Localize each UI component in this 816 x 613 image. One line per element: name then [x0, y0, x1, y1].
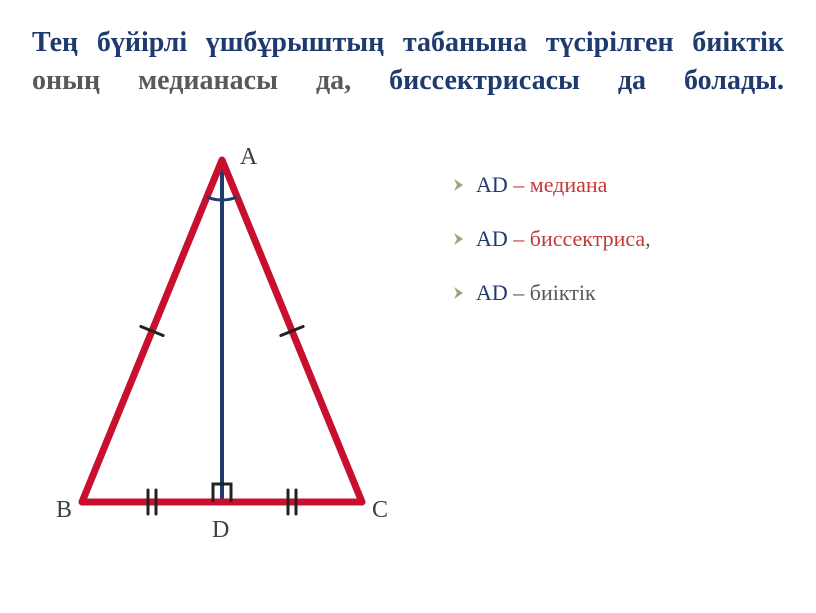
- bullet-rest: – биссектриса: [508, 226, 645, 251]
- bullet-item: AD – биссектриса,: [452, 226, 784, 252]
- vertex-label-b: B: [56, 497, 72, 523]
- vertex-label-c: C: [372, 497, 388, 523]
- content-row: ABCD AD – медианаAD – биссектриса,AD – б…: [0, 116, 816, 568]
- bullet-text: AD – биссектриса,: [476, 226, 651, 252]
- bullet-prefix: AD: [476, 280, 508, 305]
- chevron-icon: [452, 232, 466, 246]
- title-plain: оның медианасы да,: [32, 65, 389, 96]
- bullet-item: AD – медиана: [452, 172, 784, 198]
- bullet-item: AD – биіктік: [452, 280, 784, 306]
- bullet-rest: – биіктік: [508, 280, 596, 305]
- vertex-label-d: D: [212, 517, 229, 543]
- bullet-suffix: ,: [645, 226, 651, 251]
- title: Тең бүйірлі үшбұрыштың табанына түсірілг…: [0, 0, 816, 116]
- bullet-rest: – медиана: [508, 172, 608, 197]
- bullet-prefix: AD: [476, 226, 508, 251]
- bullet-text: AD – биіктік: [476, 280, 596, 306]
- vertex-label-a: A: [240, 144, 258, 170]
- bullet-text: AD – медиана: [476, 172, 607, 198]
- chevron-icon: [452, 286, 466, 300]
- triangle-diagram: A B C D: [32, 132, 412, 552]
- title-emph-2: биссектрисасы да болады.: [389, 65, 784, 96]
- bullet-list: AD – медианаAD – биссектриса,AD – биікті…: [412, 132, 784, 552]
- title-emph-1: Тең бүйірлі үшбұрыштың табанына түсірілг…: [32, 27, 784, 58]
- bullet-prefix: AD: [476, 172, 508, 197]
- chevron-icon: [452, 178, 466, 192]
